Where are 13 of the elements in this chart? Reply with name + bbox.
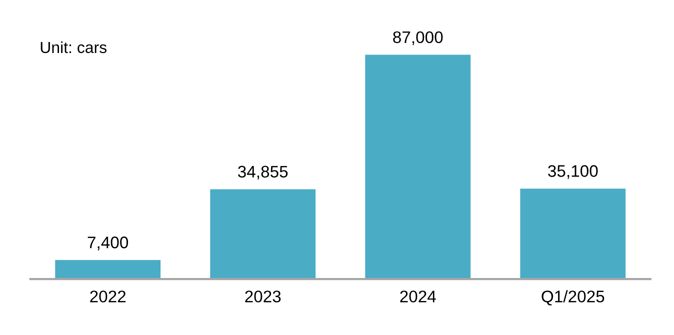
data-label: 35,100 bbox=[548, 165, 598, 179]
bar bbox=[520, 188, 626, 280]
data-label: 87,000 bbox=[393, 31, 443, 46]
bar bbox=[365, 54, 471, 280]
data-label: 7,400 bbox=[88, 236, 128, 250]
text: Unit: cars bbox=[40, 41, 107, 54]
data-label: 34,855 bbox=[238, 166, 288, 180]
x-tick-label: 2023 bbox=[245, 290, 281, 302]
x-tick-label: 2022 bbox=[90, 290, 126, 302]
bar bbox=[210, 189, 316, 280]
x-tick-label: Q1/2025 bbox=[542, 290, 604, 306]
bar bbox=[55, 260, 161, 280]
x-tick-label: 2024 bbox=[400, 290, 436, 302]
